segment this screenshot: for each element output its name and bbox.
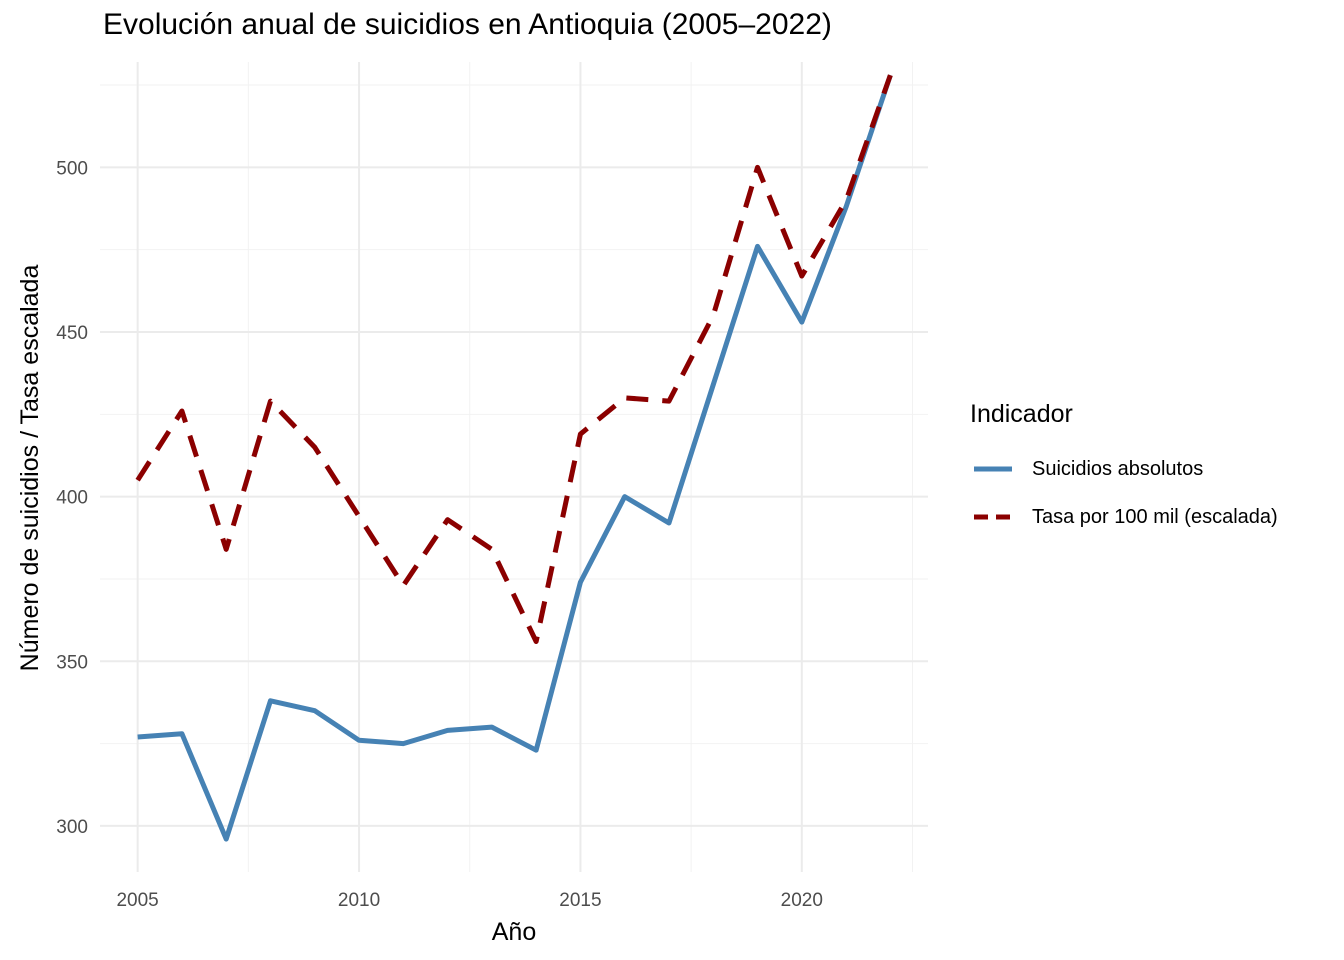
- legend-key-solid-line: [974, 466, 1012, 472]
- y-axis-label: Número de suicidios / Tasa escalada: [16, 265, 44, 672]
- legend-item-absolutos: Suicidios absolutos: [970, 445, 1278, 493]
- x-tick-label: 2010: [338, 890, 380, 911]
- series-line-tasa: [135, 74, 893, 645]
- x-tick-label: 2005: [116, 890, 158, 911]
- legend-label: Tasa por 100 mil (escalada): [1032, 505, 1278, 528]
- chart-title: Evolución anual de suicidios en Antioqui…: [103, 8, 832, 41]
- y-tick-label: 400: [56, 488, 88, 509]
- x-tick-labels: 2005 2010 2015 2020: [116, 890, 822, 911]
- x-tick-label: 2020: [781, 890, 823, 911]
- legend-title: Indicador: [970, 400, 1073, 428]
- legend-item-tasa: Tasa por 100 mil (escalada): [970, 493, 1278, 541]
- series-lines: [135, 74, 893, 842]
- y-tick-label: 350: [56, 652, 88, 673]
- legend: Indicador Suicidios absolutos Tasa por 1…: [970, 400, 1278, 541]
- legend-key-dashed-line: [974, 514, 1012, 520]
- y-tick-label: 450: [56, 323, 88, 344]
- x-tick-label: 2015: [559, 890, 601, 911]
- y-tick-label: 300: [56, 817, 88, 838]
- minor-gridlines: [100, 62, 928, 872]
- major-gridlines: [100, 62, 928, 872]
- x-axis-label: Año: [492, 918, 536, 946]
- series-line-absolutos: [137, 74, 893, 842]
- y-tick-labels: 300 350 400 450 500: [56, 158, 88, 838]
- legend-label: Suicidios absolutos: [1032, 457, 1204, 480]
- y-tick-label: 500: [56, 158, 88, 179]
